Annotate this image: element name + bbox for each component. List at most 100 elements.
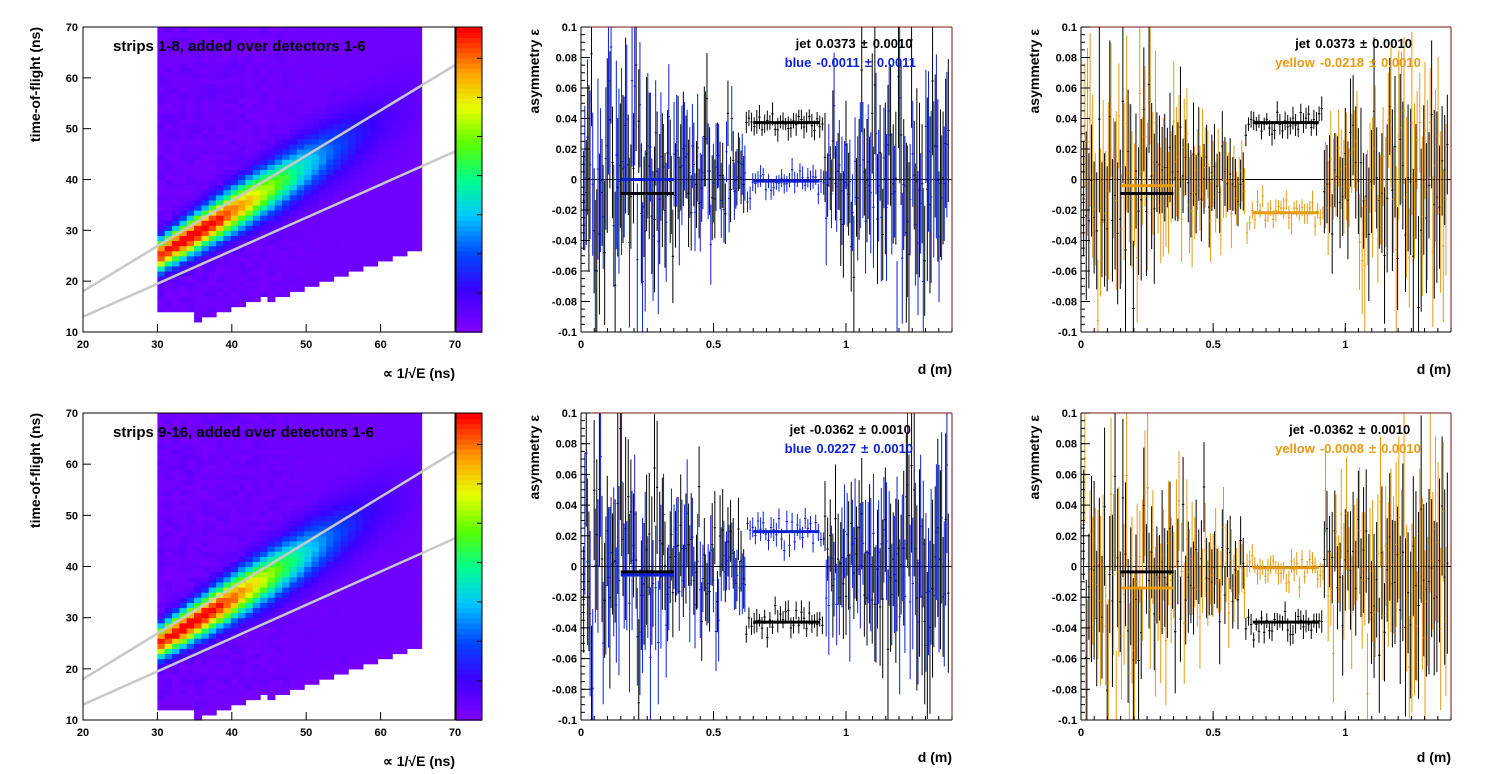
heatmap-bin (267, 459, 276, 465)
heatmap-bin (201, 448, 210, 455)
heatmap-bin (260, 27, 269, 33)
y-tick-label: 0.04 (556, 114, 578, 126)
heatmap-bin (223, 663, 232, 670)
heatmap-bin (172, 423, 181, 429)
heatmap-bin (296, 77, 305, 84)
heatmap-bin (326, 535, 335, 542)
heatmap-bin (230, 525, 239, 532)
heatmap-bin (355, 535, 364, 542)
heatmap-bin (392, 210, 401, 216)
heatmap-bin (282, 535, 291, 542)
heatmap-bin (282, 540, 291, 547)
heatmap-bin (172, 443, 181, 450)
heatmap-bin (274, 286, 283, 292)
heatmap-bin (333, 658, 342, 665)
heatmap-bin (201, 443, 210, 450)
heatmap-bin (172, 612, 181, 619)
heatmap-bin (201, 694, 210, 701)
heatmap-bin (289, 418, 298, 424)
heatmap-bin (252, 510, 261, 516)
heatmap-bin (230, 93, 239, 99)
heatmap-bin (333, 494, 342, 501)
heatmap-bin (406, 103, 415, 109)
heatmap-bin (216, 88, 225, 94)
heatmap-bin (179, 245, 188, 252)
heatmap-bin (208, 72, 217, 79)
heatmap-bin (201, 617, 210, 624)
heatmap-bin (164, 638, 173, 644)
heatmap-bin (362, 82, 371, 89)
heatmap-bin (406, 204, 415, 211)
heatmap-bin (208, 494, 217, 501)
heatmap-bin (274, 592, 283, 598)
heatmap-bin (208, 306, 217, 313)
heatmap-bin (392, 72, 401, 79)
heatmap-bin (318, 174, 327, 181)
heatmap-bin (392, 108, 401, 115)
heatmap-bin (164, 149, 173, 155)
heatmap-bin (186, 93, 195, 99)
heatmap-bin (304, 592, 313, 598)
heatmap-bin (267, 93, 276, 99)
heatmap-bin (384, 159, 393, 165)
heatmap-bin (252, 133, 261, 140)
heatmap-bin (208, 556, 217, 562)
heatmap-bin (355, 225, 364, 231)
heatmap-bin (260, 245, 269, 252)
heatmap-bin (252, 204, 261, 211)
heatmap-bin (186, 464, 195, 470)
heatmap-bin (414, 52, 423, 59)
heatmap-bin (377, 235, 386, 242)
heatmap-bin (326, 169, 335, 176)
heatmap-bin (194, 510, 203, 516)
heatmap-bin (223, 459, 232, 465)
heatmap-bin (384, 138, 393, 145)
heatmap-bin (267, 225, 276, 231)
heatmap-bin (274, 561, 283, 568)
heatmap-bin (238, 433, 247, 440)
heatmap-bin (172, 668, 181, 675)
heatmap-bin (414, 245, 423, 252)
heatmap-bin (282, 602, 291, 609)
heatmap-bin (282, 484, 291, 491)
heatmap-bin (370, 225, 379, 231)
heatmap-bin (172, 474, 181, 481)
heatmap-bin (223, 67, 232, 74)
heatmap-bin (194, 260, 203, 267)
heatmap-bin (179, 535, 188, 542)
heatmap-bin (179, 230, 188, 237)
heatmap-bin (355, 556, 364, 562)
heatmap-bin (304, 250, 313, 257)
heatmap-bin (186, 123, 195, 130)
heatmap-bin (201, 551, 210, 557)
heatmap-bin (296, 47, 305, 54)
heatmap-bin (223, 505, 232, 511)
heatmap-bin (194, 627, 203, 634)
heatmap-bin (289, 118, 298, 125)
heatmap-bin (245, 520, 254, 527)
heatmap-bin (326, 627, 335, 634)
x-axis-label: ∝ 1/√E (ns) (383, 365, 455, 381)
heatmap-bin (274, 194, 283, 201)
heatmap-bin (362, 235, 371, 242)
heatmap-bin (333, 67, 342, 74)
heatmap-bin (267, 551, 276, 557)
heatmap-bin (252, 453, 261, 460)
heatmap-bin (377, 612, 386, 619)
heatmap-bin (274, 433, 283, 440)
heatmap-bin (179, 438, 188, 445)
heatmap-bin (340, 62, 349, 69)
heatmap-bin (274, 535, 283, 542)
heatmap-bin (348, 505, 357, 511)
heatmap-bin (274, 149, 283, 155)
heatmap-bin (318, 648, 327, 655)
heatmap-bin (370, 210, 379, 216)
heatmap-bin (230, 694, 239, 701)
heatmap-bin (296, 52, 305, 59)
heatmap-bin (216, 103, 225, 109)
heatmap-bin (289, 113, 298, 120)
heatmap-bin (157, 67, 166, 74)
heatmap-bin (318, 72, 327, 79)
heatmap-bin (238, 62, 247, 69)
heatmap-bin (172, 540, 181, 547)
